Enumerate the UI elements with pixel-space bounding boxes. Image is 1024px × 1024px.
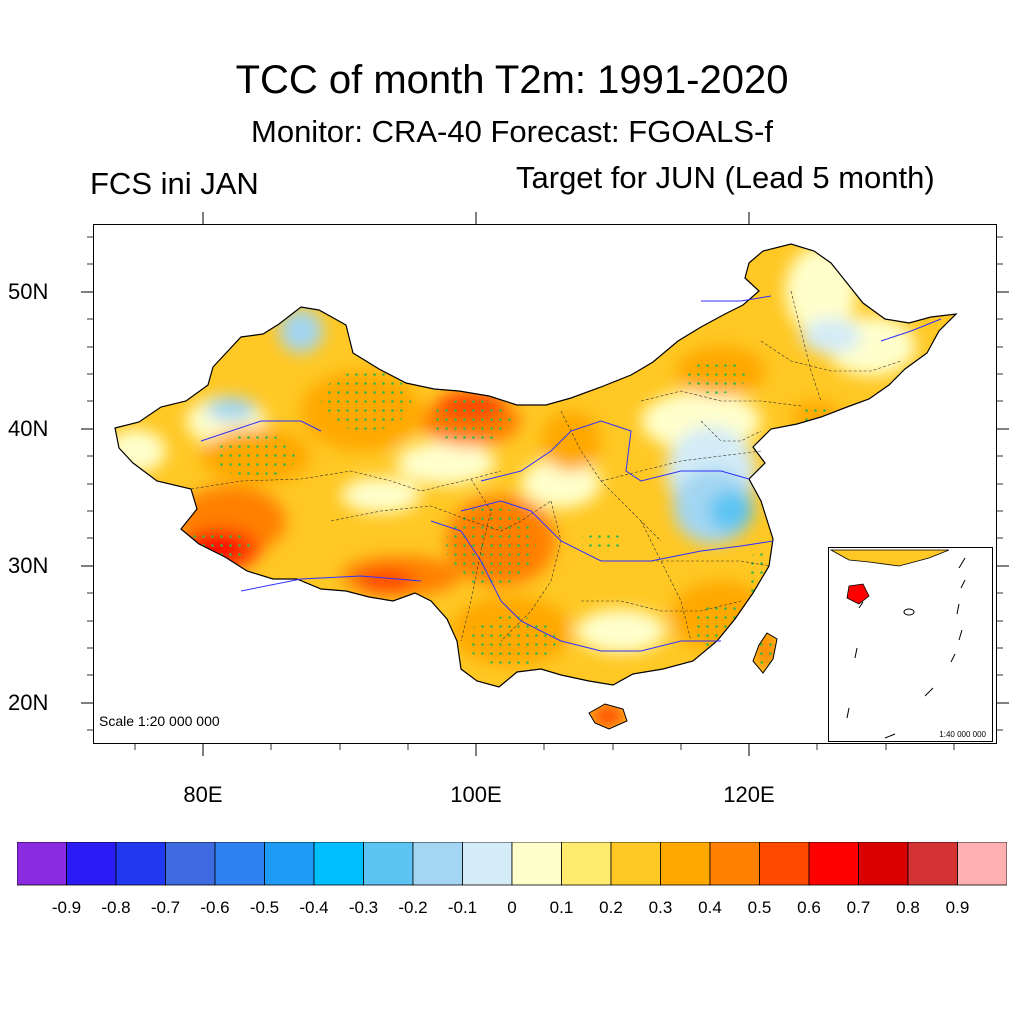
colorbar-swatch <box>610 842 661 886</box>
chart-title: TCC of month T2m: 1991-2020 <box>235 58 789 102</box>
colorbar-label: 0.6 <box>797 898 821 917</box>
lat-label-20n: 20N <box>8 690 49 715</box>
colorbar-label: -0.4 <box>299 898 329 917</box>
colorbar-label: -0.3 <box>348 898 379 917</box>
map-scale-label: Scale 1:20 000 000 <box>99 713 220 729</box>
chart-subtitle: Monitor: CRA-40 Forecast: FGOALS-f <box>251 114 773 149</box>
colorbar-swatch <box>214 842 265 886</box>
colorbar-label: 0.2 <box>599 898 623 917</box>
lon-label-120e: 120E <box>723 782 775 807</box>
colorbar-label: -0.2 <box>398 898 428 917</box>
colorbar-label: 0.8 <box>896 898 920 917</box>
colorbar-swatch <box>462 842 513 886</box>
colorbar-swatch <box>313 842 364 886</box>
country-boundary <box>114 243 958 688</box>
colorbar-label: -0.5 <box>249 898 280 917</box>
colorbar-swatch <box>957 842 1007 886</box>
south-china-sea-inset: 1:40 000 000 <box>828 547 993 742</box>
colorbar-label: -0.9 <box>51 898 82 917</box>
colorbar-label: 0 <box>507 898 517 917</box>
colorbar-label: -0.1 <box>447 898 478 917</box>
colorbar-label: -0.7 <box>150 898 181 917</box>
colorbar-swatch <box>907 842 958 886</box>
colorbar-swatch <box>759 842 810 886</box>
lon-label-80e: 80E <box>183 782 223 807</box>
lon-label-100e: 100E <box>450 782 502 807</box>
colorbar-swatch <box>165 842 216 886</box>
colorbar-swatch <box>115 842 166 886</box>
lat-label-40n: 40N <box>8 416 49 441</box>
forecast-init-label: FCS ini JAN <box>90 166 259 201</box>
colorbar-swatch <box>660 842 711 886</box>
taiwan-outline <box>752 632 778 674</box>
colorbar-swatch <box>264 842 315 886</box>
inset-scale-label: 1:40 000 000 <box>939 730 986 739</box>
colorbar-swatch <box>412 842 463 886</box>
lat-label-30n: 30N <box>8 553 49 578</box>
hainan-outline <box>588 703 628 730</box>
colorbar-swatch <box>363 842 414 886</box>
colorbar <box>17 842 1007 886</box>
colorbar-swatch <box>808 842 859 886</box>
colorbar-label: 0.9 <box>945 898 970 917</box>
colorbar-label: 0.7 <box>846 898 871 917</box>
rivers <box>200 295 942 652</box>
colorbar-label: 0.3 <box>648 898 673 917</box>
colorbar-swatch <box>17 842 67 886</box>
colorbar-swatch <box>858 842 909 886</box>
colorbar-swatch <box>561 842 612 886</box>
china-map: Scale 1:20 000 000 <box>93 224 997 744</box>
target-label: Target for JUN (Lead 5 month) <box>516 160 935 195</box>
colorbar-swatch <box>511 842 562 886</box>
colorbar-label: 0.5 <box>747 898 772 917</box>
colorbar-label: 0.1 <box>549 898 574 917</box>
colorbar-swatch <box>709 842 760 886</box>
colorbar-label: 0.4 <box>698 898 722 917</box>
lat-label-50n: 50N <box>8 279 49 304</box>
colorbar-swatch <box>66 842 117 886</box>
colorbar-label: -0.8 <box>101 898 131 917</box>
colorbar-label: -0.6 <box>200 898 230 917</box>
